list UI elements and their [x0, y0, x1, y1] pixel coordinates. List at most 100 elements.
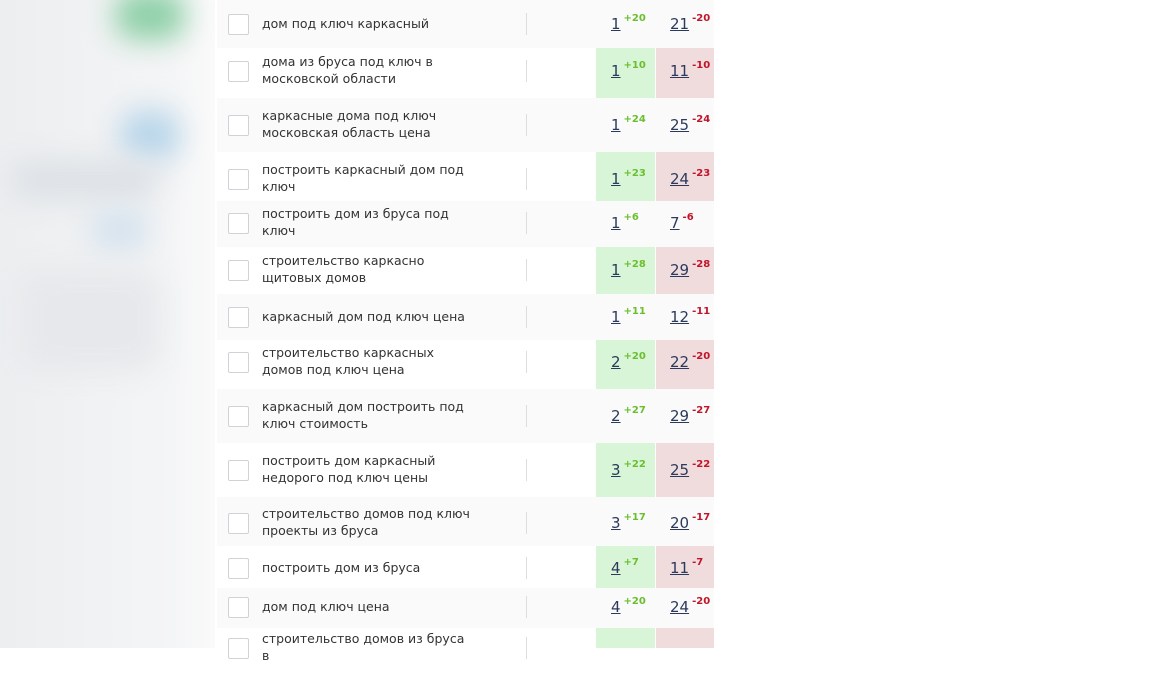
position-link[interactable]: 2 [611, 353, 621, 371]
position-change: -20 [692, 596, 710, 607]
checkbox[interactable] [228, 460, 249, 481]
position-link[interactable]: 29 [670, 261, 689, 279]
keyword: строительство каркасных домов под ключ ц… [262, 344, 472, 378]
column-separator [526, 168, 527, 190]
column-separator [526, 114, 527, 136]
checkbox[interactable] [228, 597, 249, 618]
table-row: строительство каркасных домов под ключ ц… [217, 340, 714, 390]
checkbox[interactable] [228, 558, 249, 579]
position-link[interactable]: 12 [670, 308, 689, 326]
checkbox[interactable] [228, 14, 249, 35]
position: 1+23 [611, 170, 646, 188]
table-row: каркасный дом построить под ключ стоимос… [217, 389, 714, 443]
keyword: построить дом каркасный недорого под клю… [262, 452, 472, 486]
position-change: -23 [692, 168, 710, 179]
position: 1+28 [611, 261, 646, 279]
position: 21-20 [670, 15, 710, 33]
checkbox[interactable] [228, 61, 249, 82]
column-separator [526, 637, 527, 659]
checkbox[interactable] [228, 352, 249, 373]
column-separator [526, 512, 527, 534]
position-link[interactable]: 29 [670, 407, 689, 425]
checkbox[interactable] [228, 406, 249, 427]
position-link[interactable]: 25 [670, 461, 689, 479]
keyword: построить каркасный дом под ключ [262, 161, 472, 195]
position-change: -22 [692, 459, 710, 470]
keyword: строительство домов из бруса в [262, 630, 472, 664]
position-link[interactable]: 11 [670, 62, 689, 80]
position-link[interactable]: 2 [611, 407, 621, 425]
position-link[interactable]: 24 [670, 598, 689, 616]
table-row: дом под ключ каркасный 1+20 21-20 [217, 0, 714, 48]
checkbox[interactable] [228, 169, 249, 190]
position-change: -6 [683, 212, 694, 223]
table-row: строительство домов под ключ проекты из … [217, 497, 714, 546]
checkbox[interactable] [228, 513, 249, 534]
table-row: построить дом из бруса под ключ 1+6 7-6 [217, 201, 714, 247]
position-change: -11 [692, 306, 710, 317]
position-link[interactable]: 1 [611, 62, 621, 80]
keyword: дом под ключ каркасный [262, 15, 472, 32]
keyword: построить дом из бруса [262, 559, 472, 576]
position-link[interactable]: 1 [611, 116, 621, 134]
position-link[interactable]: 22 [670, 353, 689, 371]
position: 12-11 [670, 308, 710, 326]
checkbox[interactable] [228, 115, 249, 136]
position-link[interactable]: 1 [611, 170, 621, 188]
position-change: +24 [624, 114, 646, 125]
position-link[interactable]: 3 [611, 514, 621, 532]
position: 1+6 [611, 214, 639, 232]
checkbox[interactable] [228, 638, 249, 659]
position-change: +27 [624, 405, 646, 416]
position-link[interactable]: 3 [611, 461, 621, 479]
position-link[interactable]: 24 [670, 170, 689, 188]
position: 24-23 [670, 170, 710, 188]
keyword: дома из бруса под ключ в московской обла… [262, 53, 472, 87]
position: 7-6 [670, 214, 694, 232]
table-row: строительство каркасно щитовых домов 1+28… [217, 247, 714, 294]
position-link[interactable]: 20 [670, 514, 689, 532]
keyword: каркасные дома под ключ московская облас… [262, 107, 472, 141]
position: 1+10 [611, 62, 646, 80]
position-change: -28 [692, 259, 710, 270]
checkbox[interactable] [228, 213, 249, 234]
position-change: +20 [624, 596, 646, 607]
position-change: -20 [692, 13, 710, 24]
position-link[interactable]: 1 [611, 261, 621, 279]
position-link[interactable]: 1 [611, 15, 621, 33]
checkbox[interactable] [228, 260, 249, 281]
position-link[interactable]: 1 [611, 214, 621, 232]
position: 4+20 [611, 598, 646, 616]
position: 29-28 [670, 261, 710, 279]
position-change: -24 [692, 114, 710, 125]
blurred-sidebar [0, 0, 215, 648]
column-separator [526, 351, 527, 373]
table-row: дом под ключ цена 4+20 24-20 [217, 588, 714, 628]
position-link[interactable]: 21 [670, 15, 689, 33]
keyword: строительство каркасно щитовых домов [262, 252, 472, 286]
keyword: построить дом из бруса под ключ [262, 205, 472, 239]
column-separator [526, 13, 527, 35]
position-link[interactable]: 1 [611, 308, 621, 326]
column-separator [526, 306, 527, 328]
position-link[interactable]: 11 [670, 559, 689, 577]
position: 4+7 [611, 559, 639, 577]
position: 3+22 [611, 461, 646, 479]
page: {"rows":[ {"keyword":"дом под ключ карка… [0, 0, 1152, 648]
table-row: построить дом каркасный недорого под клю… [217, 443, 714, 497]
keyword: каркасный дом построить под ключ стоимос… [262, 398, 472, 432]
position: 1+11 [611, 308, 646, 326]
position-link[interactable]: 25 [670, 116, 689, 134]
position-link[interactable]: 4 [611, 559, 621, 577]
position-change: -27 [692, 405, 710, 416]
position-change: -20 [692, 351, 710, 362]
keyword: дом под ключ цена [262, 598, 472, 615]
position: 1+20 [611, 15, 646, 33]
checkbox[interactable] [228, 307, 249, 328]
position: 24-20 [670, 598, 710, 616]
position-change: +20 [624, 13, 646, 24]
position-link[interactable]: 4 [611, 598, 621, 616]
position-change: +10 [624, 60, 646, 71]
position-link[interactable]: 7 [670, 214, 680, 232]
